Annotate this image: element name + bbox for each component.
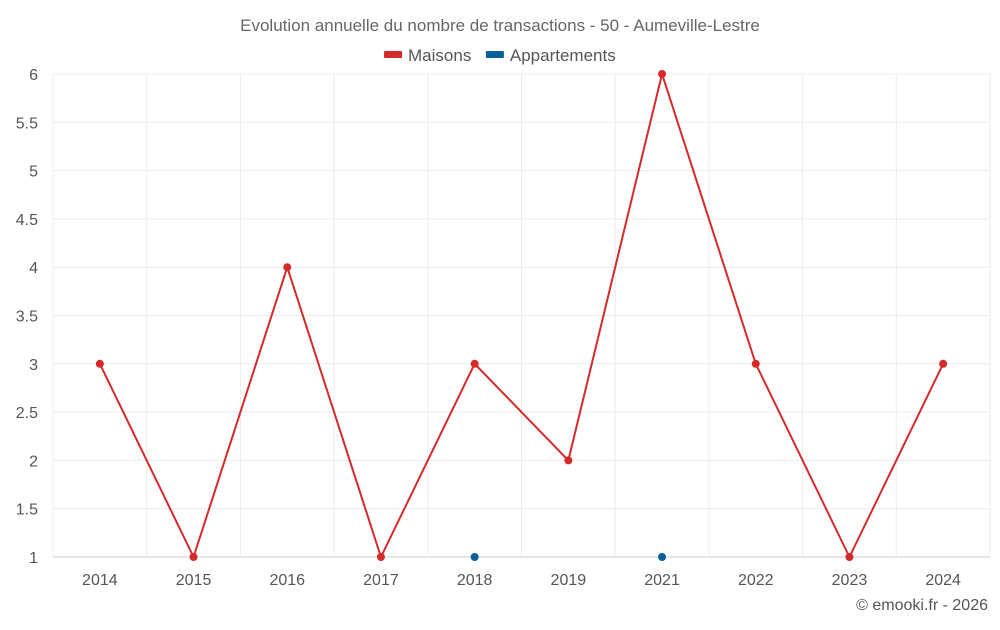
data-point[interactable] — [95, 359, 104, 368]
legend-item-appartements[interactable]: Appartements — [485, 46, 616, 65]
x-tick-label: 2014 — [82, 572, 118, 589]
x-tick-label: 2021 — [644, 572, 680, 589]
data-point[interactable] — [751, 359, 760, 368]
y-tick-label: 2.5 — [16, 405, 38, 422]
data-point[interactable] — [564, 456, 573, 465]
data-point[interactable] — [376, 553, 385, 561]
axes: 1 1.5 2 2.5 3 3.5 4 4.5 5 5.5 6 2014 2015 2016 2017 201… — [16, 67, 961, 589]
y-tick-label: 5 — [29, 164, 38, 181]
x-tick-label: 2015 — [176, 572, 212, 589]
legend-swatch — [485, 51, 504, 58]
x-tick-label: 2022 — [738, 572, 774, 589]
legend[interactable]: Maisons Appartements — [384, 46, 616, 65]
y-tick-label: 1 — [29, 550, 38, 567]
data-point[interactable] — [470, 553, 479, 561]
legend-swatch — [384, 51, 403, 58]
series-appartements — [470, 553, 667, 561]
x-tick-label: 2019 — [551, 572, 587, 589]
x-tick-label: 2023 — [832, 572, 868, 589]
series-layer — [95, 70, 948, 561]
y-tick-label: 2 — [29, 453, 38, 470]
y-tick-label: 4.5 — [16, 212, 38, 229]
x-tick-label: 2017 — [363, 572, 399, 589]
legend-label: Appartements — [510, 46, 616, 65]
y-tick-label: 1.5 — [16, 502, 38, 519]
x-tick-label: 2016 — [269, 572, 305, 589]
series-maisons — [95, 70, 948, 561]
series-line — [98, 73, 945, 558]
credit-text: © emooki.fr - 2026 — [856, 597, 988, 614]
data-point[interactable] — [658, 553, 667, 561]
x-tick-label: 2024 — [925, 572, 961, 589]
y-tick-label: 5.5 — [16, 115, 38, 132]
legend-label: Maisons — [408, 46, 471, 65]
legend-item-maisons[interactable]: Maisons — [384, 46, 471, 65]
chart-title: Evolution annuelle du nombre de transact… — [240, 16, 760, 35]
y-tick-label: 3.5 — [16, 309, 38, 326]
data-point[interactable] — [189, 553, 198, 561]
data-point[interactable] — [845, 553, 854, 561]
grid — [52, 73, 991, 558]
data-point[interactable] — [658, 70, 667, 78]
data-point[interactable] — [283, 263, 292, 272]
x-tick-label: 2018 — [457, 572, 493, 589]
data-point[interactable] — [470, 359, 479, 368]
data-point[interactable] — [939, 359, 948, 368]
y-tick-label: 4 — [29, 260, 38, 277]
y-tick-label: 3 — [29, 357, 38, 374]
y-tick-label: 6 — [29, 67, 38, 84]
